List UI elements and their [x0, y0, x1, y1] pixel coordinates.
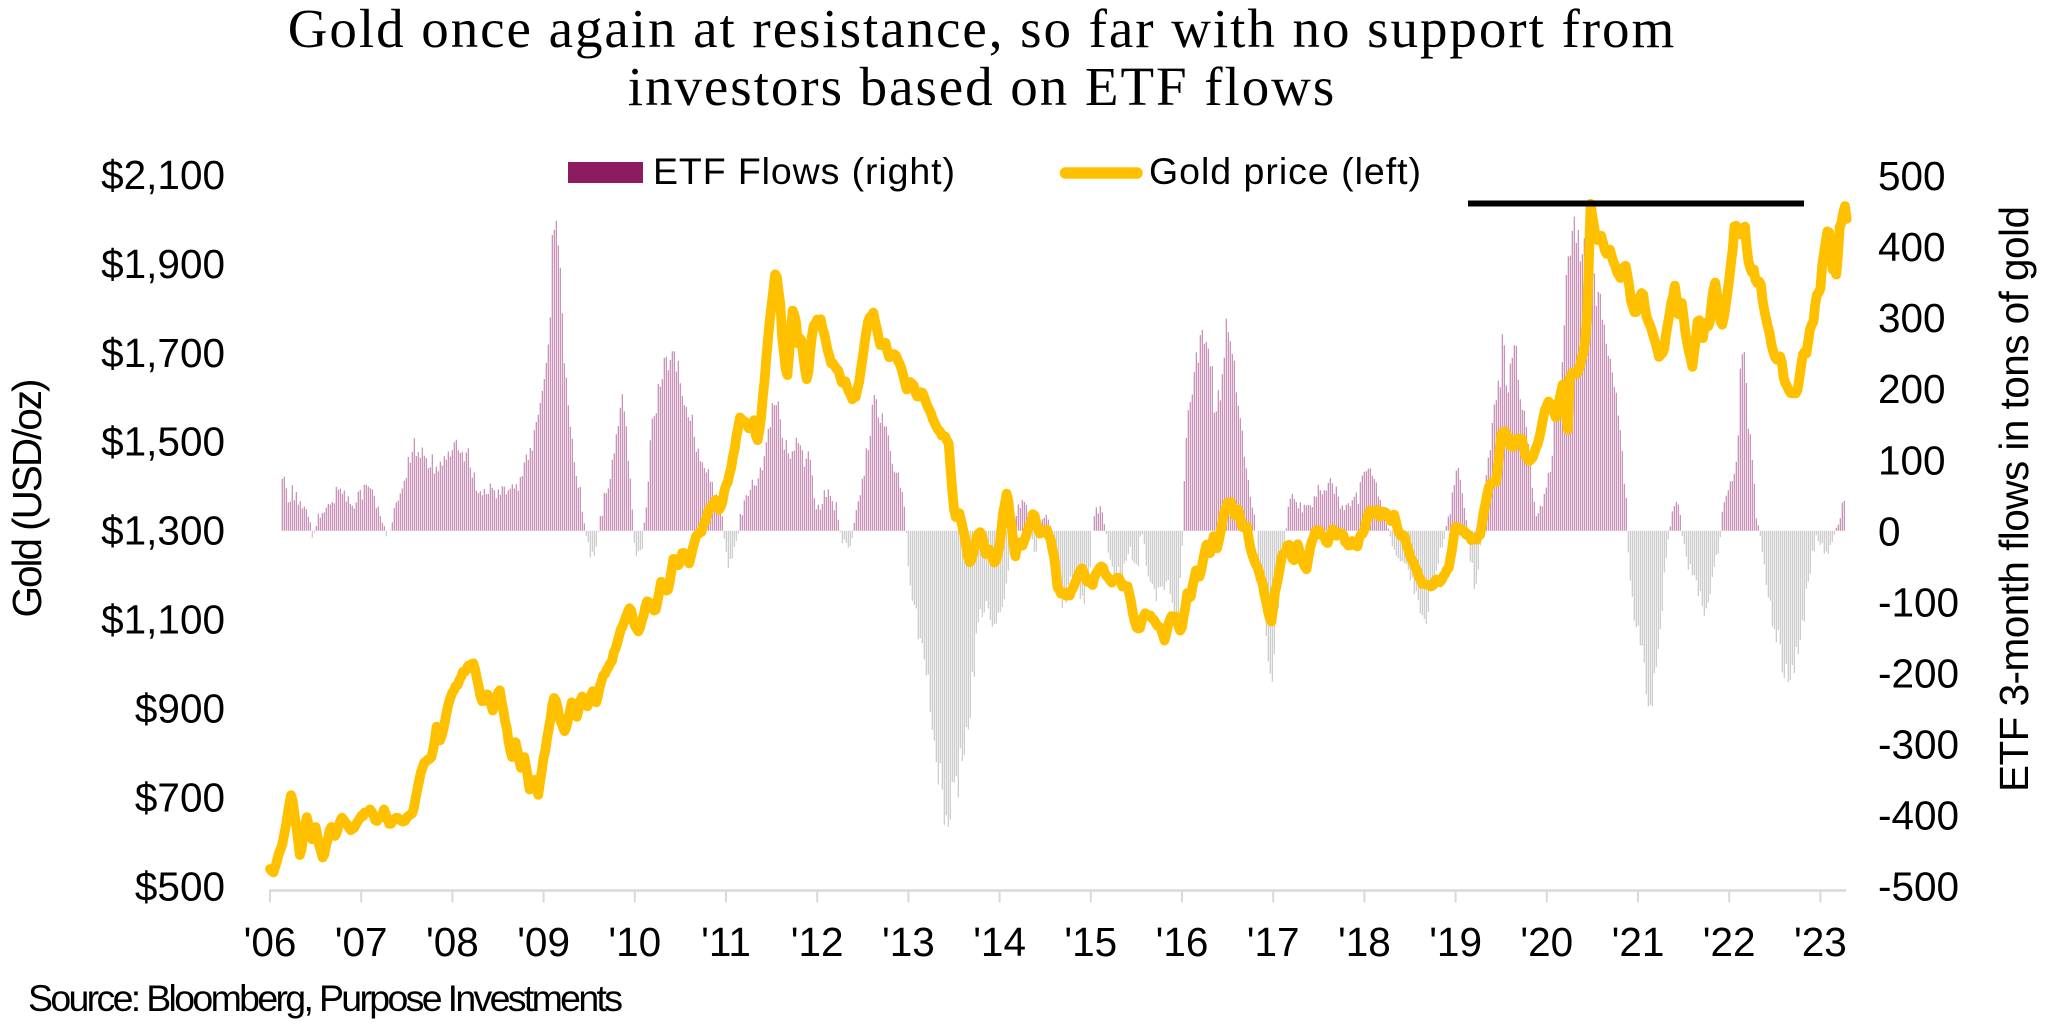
svg-text:$1,900: $1,900 [101, 241, 225, 287]
svg-text:'19: '19 [1429, 919, 1482, 965]
svg-text:$500: $500 [135, 864, 225, 910]
svg-text:500: 500 [1878, 153, 1946, 199]
svg-text:$2,100: $2,100 [101, 152, 225, 198]
svg-text:'06: '06 [244, 919, 297, 965]
svg-text:'11: '11 [701, 919, 751, 965]
svg-text:-500: -500 [1878, 864, 1959, 910]
svg-text:'16: '16 [1156, 919, 1209, 965]
svg-text:Gold (USD/oz): Gold (USD/oz) [4, 379, 50, 618]
svg-text:400: 400 [1878, 224, 1946, 270]
svg-text:'14: '14 [973, 919, 1026, 965]
svg-text:'20: '20 [1520, 919, 1573, 965]
svg-text:200: 200 [1878, 366, 1946, 412]
svg-text:$1,100: $1,100 [101, 597, 225, 643]
svg-text:'07: '07 [335, 919, 388, 965]
svg-text:Source: Bloomberg, Purpose Inv: Source: Bloomberg, Purpose Investments [28, 977, 623, 1019]
svg-text:Gold once again at resistance,: Gold once again at resistance, so far wi… [288, 0, 1676, 59]
svg-text:0: 0 [1878, 508, 1901, 554]
svg-text:-300: -300 [1878, 722, 1959, 768]
svg-text:$1,300: $1,300 [101, 508, 225, 554]
svg-text:'15: '15 [1064, 919, 1117, 965]
svg-text:-200: -200 [1878, 650, 1959, 696]
svg-text:ETF Flows (right): ETF Flows (right) [653, 150, 955, 192]
svg-text:$700: $700 [135, 775, 225, 821]
svg-text:'12: '12 [791, 919, 844, 965]
svg-text:'09: '09 [517, 919, 570, 965]
svg-text:ETF 3-month flows in tons of g: ETF 3-month flows in tons of gold [1991, 206, 2037, 792]
svg-text:'22: '22 [1703, 919, 1756, 965]
svg-text:$1,700: $1,700 [101, 330, 225, 376]
svg-text:'21: '21 [1612, 919, 1665, 965]
svg-text:'10: '10 [608, 919, 661, 965]
svg-text:investors based on ETF flows: investors based on ETF flows [628, 56, 1336, 117]
svg-text:'17: '17 [1247, 919, 1300, 965]
svg-text:300: 300 [1878, 295, 1946, 341]
svg-text:'18: '18 [1338, 919, 1391, 965]
svg-text:'23: '23 [1794, 919, 1847, 965]
svg-text:'08: '08 [426, 919, 479, 965]
svg-text:-400: -400 [1878, 793, 1959, 839]
svg-text:'13: '13 [882, 919, 935, 965]
svg-text:Gold price (left): Gold price (left) [1149, 150, 1421, 192]
svg-text:$900: $900 [135, 686, 225, 732]
svg-text:100: 100 [1878, 437, 1946, 483]
svg-text:$1,500: $1,500 [101, 419, 225, 465]
svg-text:-100: -100 [1878, 579, 1959, 625]
